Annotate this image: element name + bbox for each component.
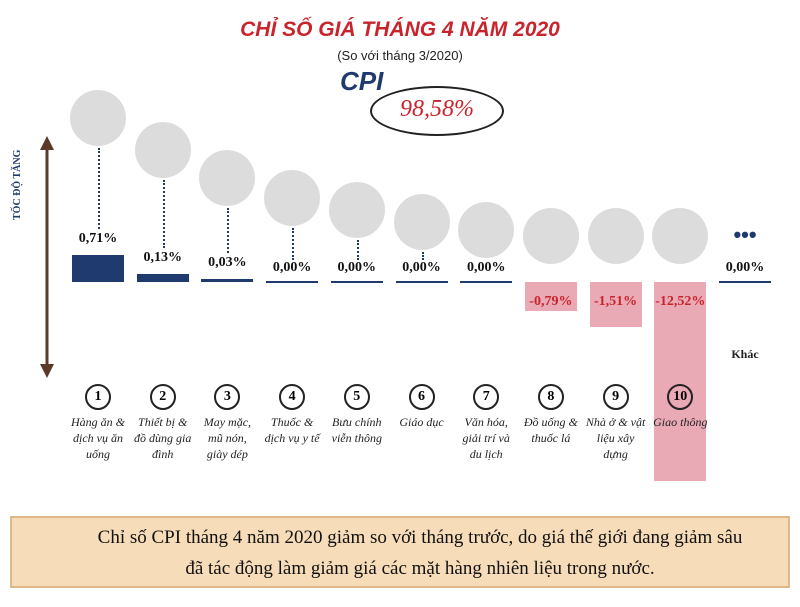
bar	[136, 273, 189, 282]
bar	[395, 281, 448, 283]
bar	[589, 282, 642, 328]
value-label: 0,00%	[402, 260, 441, 275]
category-label: Giao thông	[653, 415, 708, 429]
value-label: -0,79%	[529, 294, 573, 309]
dotted-connector	[227, 208, 230, 254]
category-label: Thiết bị & đồ dùng gia đình	[134, 415, 192, 461]
value-label: 0,13%	[143, 249, 182, 265]
icon	[328, 182, 385, 238]
category-label: Nhà ở & vật liệu xây dựng	[585, 415, 646, 461]
dotted-connector	[98, 148, 100, 230]
bar	[460, 281, 513, 283]
category-label: Thuốc & dịch vụ y tế	[264, 415, 320, 445]
category-label: Giáo dục	[399, 415, 444, 429]
axis-label: TỐC ĐỘ TĂNG	[12, 149, 23, 220]
bar	[72, 255, 124, 282]
icon	[134, 122, 191, 178]
value-label: -12,52%	[655, 294, 706, 309]
note: Chỉ số CPI tháng 4 năm 2020 giảm so với …	[97, 527, 743, 579]
category-number: 4	[279, 384, 306, 410]
category-label: Bưu chính viễn thông	[331, 415, 382, 445]
cpi-label: CPI	[340, 66, 384, 96]
category-label: Văn hóa, giải trí và du lịch	[462, 415, 510, 461]
value-label: 0,03%	[208, 255, 247, 271]
cpi-value: 98,58%	[400, 96, 474, 122]
value-label: 0,00%	[337, 260, 377, 275]
icon	[652, 208, 709, 264]
category-label: May mặc, mũ nón, giày dép	[203, 415, 252, 461]
value-label: 0,71%	[78, 231, 118, 247]
icon	[393, 194, 450, 250]
value-label: -1,51%	[594, 294, 638, 309]
category-number: 9	[602, 384, 629, 410]
bar	[266, 281, 319, 283]
value-label: 0,00%	[466, 260, 506, 275]
dotted-connector	[421, 252, 424, 260]
value-label: 0,00%	[272, 260, 312, 275]
value-label: 0,00%	[725, 260, 765, 275]
icon	[70, 90, 126, 146]
chart-title: CHỈ SỐ GIÁ THÁNG 4 NĂM 2020	[240, 18, 560, 41]
icon	[264, 170, 321, 226]
category-label: Hàng ăn & dịch vụ ăn uống	[71, 415, 125, 461]
icon	[522, 208, 579, 264]
icon	[458, 202, 515, 258]
ellipsis-icon: •••	[733, 222, 757, 247]
category-number: 1	[85, 384, 111, 410]
chart-subtitle: (So với tháng 3/2020)	[337, 48, 463, 63]
dotted-connector	[356, 240, 359, 260]
category-number: 2	[149, 384, 176, 410]
category-number: 8	[537, 384, 564, 410]
dotted-connector	[162, 180, 165, 248]
category-number: 5	[343, 384, 370, 410]
bar	[330, 281, 383, 283]
category-number: 7	[473, 384, 500, 410]
dotted-connector	[292, 228, 295, 260]
icon	[587, 208, 644, 264]
cpi-ellipse	[370, 86, 504, 136]
category-number: 6	[408, 384, 435, 410]
bar	[201, 279, 254, 282]
bar	[654, 282, 707, 482]
note-box	[10, 516, 790, 588]
category-label: Đồ uống & thuốc lá	[523, 415, 578, 445]
category-number: 3	[214, 384, 241, 410]
category-label: Khác	[731, 347, 759, 361]
category-number: 10	[667, 384, 694, 410]
icon	[199, 150, 256, 206]
bar	[524, 282, 577, 311]
bar	[719, 281, 771, 283]
